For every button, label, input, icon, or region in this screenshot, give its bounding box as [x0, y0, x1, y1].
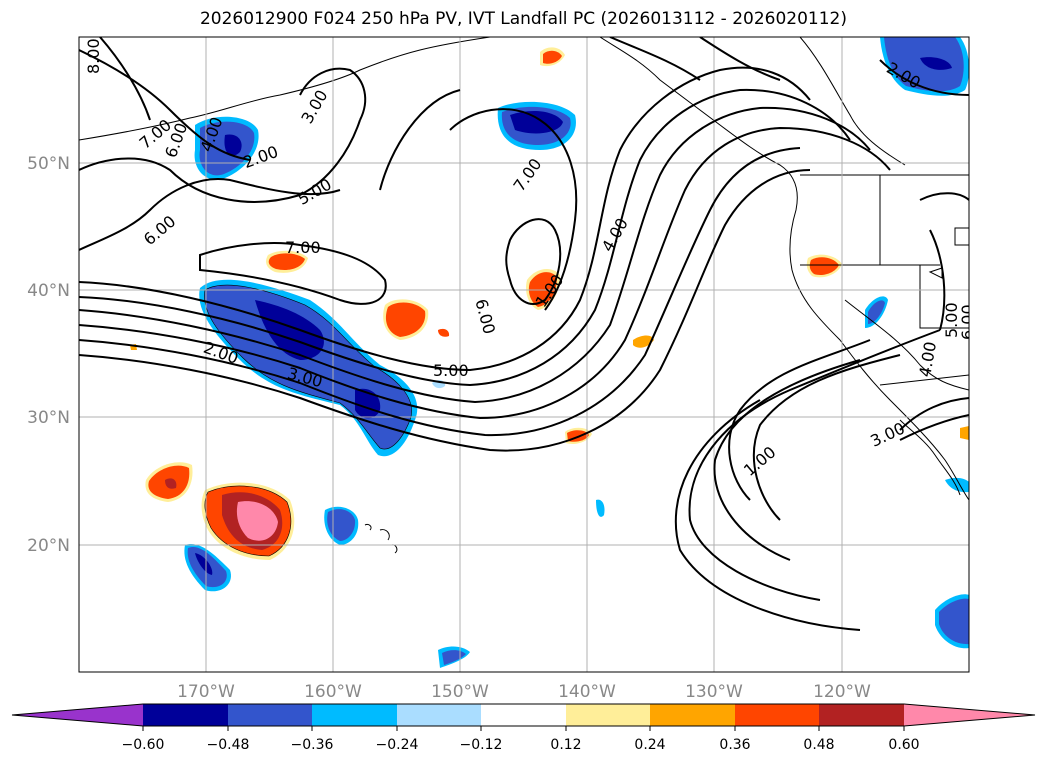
colorbar-segment — [481, 704, 566, 726]
colorbar-tick-label: 0.36 — [719, 737, 750, 753]
colorbar-tick-label: 0.48 — [803, 737, 834, 753]
colorbar-segment — [735, 704, 819, 726]
map-frame — [78, 36, 970, 673]
colorbar-tick-label: −0.60 — [122, 737, 165, 753]
lat-label: 20°N — [27, 536, 70, 556]
colorbar-segment — [143, 704, 228, 726]
colorbar-tick-label: 0.12 — [550, 737, 581, 753]
lon-label: 150°W — [431, 682, 489, 702]
lon-label: 140°W — [558, 682, 616, 702]
colorbar-tick-label: 0.24 — [634, 737, 665, 753]
colorbar-segment — [397, 704, 481, 726]
colorbar-extend-low — [12, 704, 143, 726]
lon-label: 120°W — [813, 682, 871, 702]
negative-pv-regions — [184, 37, 969, 668]
colorbar-tick-label: 0.60 — [888, 737, 919, 753]
colorbar-tick-label: −0.36 — [291, 737, 334, 753]
colorbar-tick-label: −0.12 — [460, 737, 503, 753]
colorbar-segment — [566, 704, 650, 726]
map-title: 2026012900 F024 250 hPa PV, IVT Landfall… — [199, 9, 847, 29]
colorbar-segment — [312, 704, 397, 726]
ivt-contours — [79, 37, 969, 631]
anomaly-outlines — [204, 284, 412, 557]
colorbar-extend-high — [904, 704, 1035, 726]
contour-label: 5.00 — [942, 302, 961, 338]
colorbar-tick-label: −0.48 — [207, 737, 250, 753]
lon-label: 170°W — [177, 682, 235, 702]
lat-label: 50°N — [27, 154, 70, 174]
colorbar-segment — [650, 704, 735, 726]
colorbar: −0.60 −0.48 −0.36 −0.24 −0.12 0.12 0.24 … — [11, 703, 1036, 753]
colorbar-tick-label: −0.24 — [376, 737, 419, 753]
contour-label: 8.00 — [84, 38, 103, 74]
colorbar-segment — [819, 704, 904, 726]
lat-label: 30°N — [27, 408, 70, 428]
contour-label: 6.00 — [958, 304, 977, 340]
colorbar-segment — [228, 704, 312, 726]
contour-label: 5.00 — [433, 361, 469, 380]
map-area: 8.00 7.00 6.00 4.00 3.00 2.00 5.00 6.00 … — [79, 37, 977, 672]
lon-label: 130°W — [685, 682, 743, 702]
lon-label: 160°W — [304, 682, 362, 702]
contour-label: 7.00 — [285, 238, 321, 257]
lat-label: 40°N — [27, 281, 70, 301]
